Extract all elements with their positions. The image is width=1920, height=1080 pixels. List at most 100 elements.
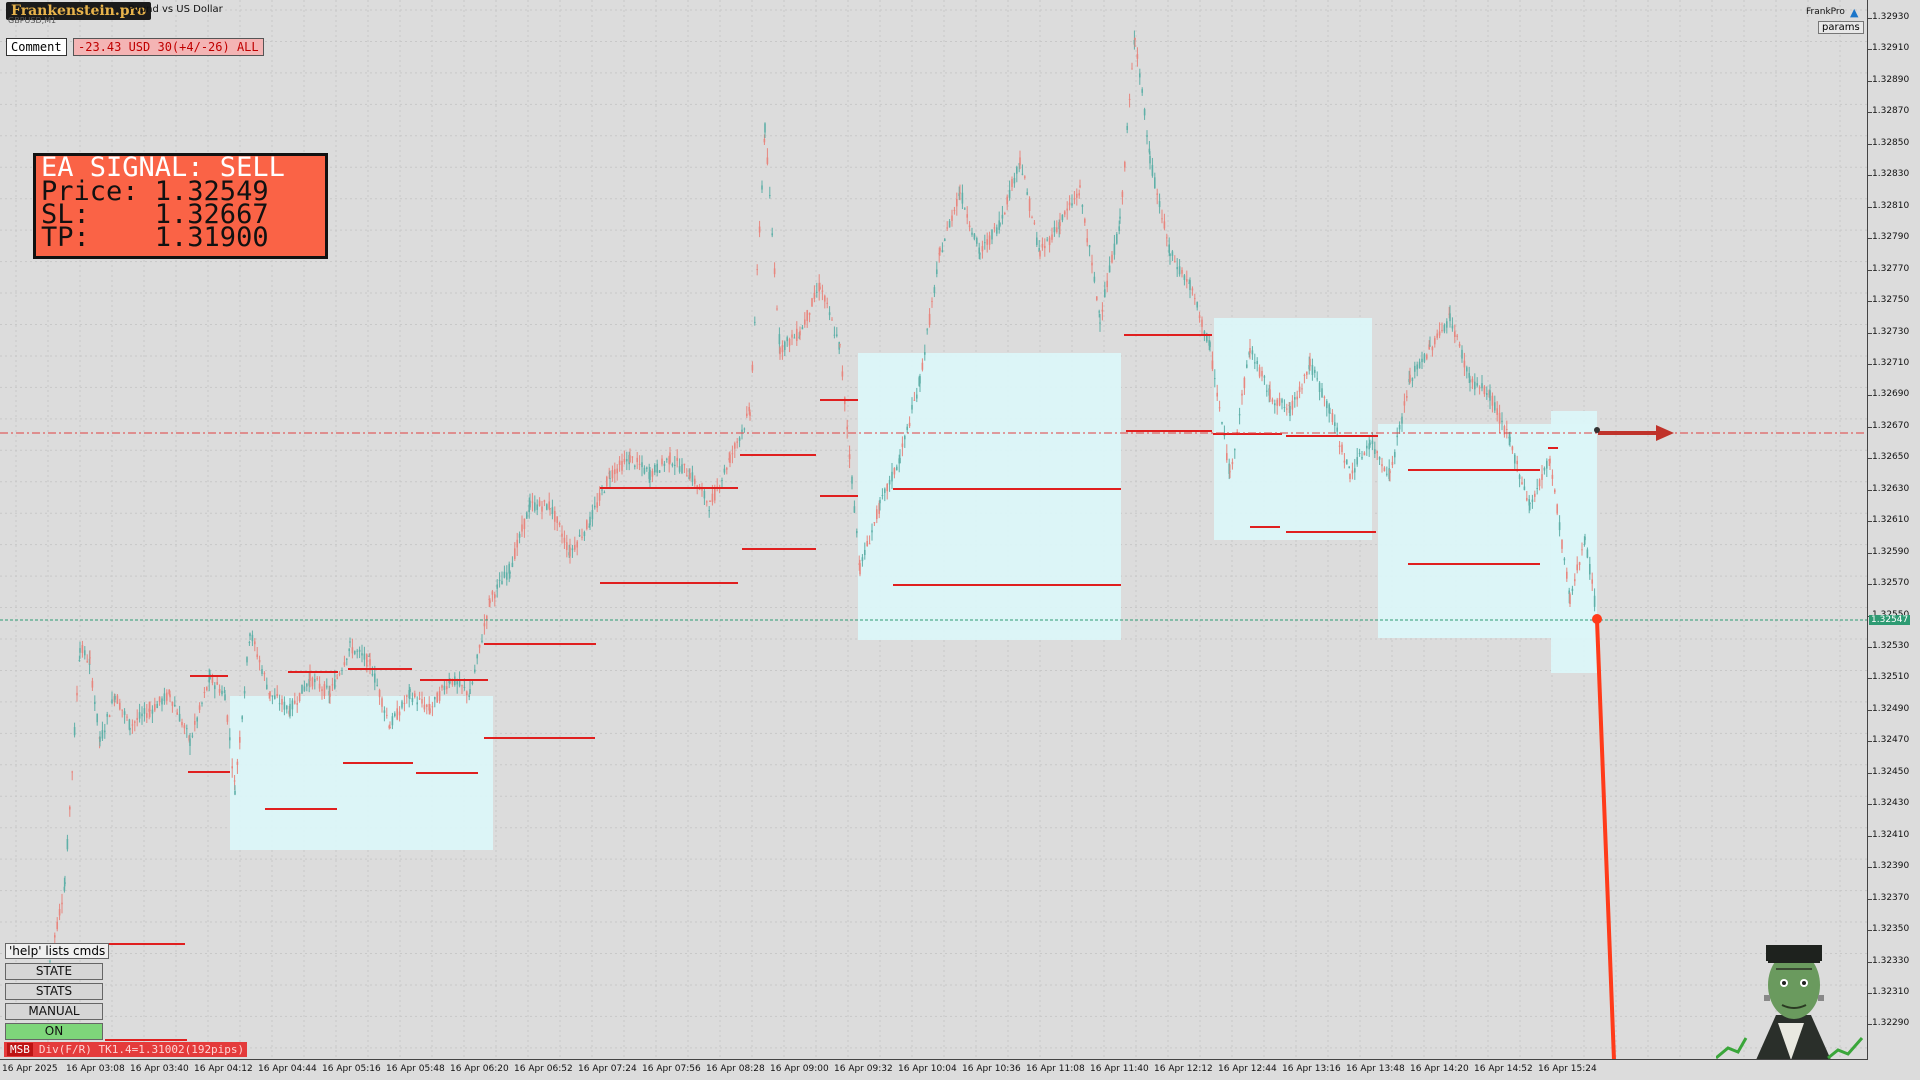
price-tick-mark (1868, 143, 1872, 145)
candle-body (1183, 275, 1186, 280)
candle-body (64, 882, 66, 884)
candle-body (111, 699, 113, 704)
candle-body (1371, 440, 1374, 444)
candle-body (71, 771, 73, 773)
on-toggle-button[interactable]: ON (5, 1023, 103, 1040)
price-tick-label: 1.32550 (1872, 610, 1909, 620)
candle-body (1449, 313, 1451, 322)
candle-body (1283, 406, 1286, 408)
candle-body (826, 302, 828, 304)
manual-button[interactable]: MANUAL (5, 1003, 103, 1020)
time-tick-label: 16 Apr 12:44 (1218, 1064, 1277, 1074)
candle-body (1301, 388, 1303, 390)
stats-button[interactable]: STATS (5, 983, 103, 1000)
candle-body (1141, 89, 1143, 93)
candle-body (856, 530, 858, 534)
params-button[interactable]: params (1818, 21, 1864, 34)
candle-body (901, 443, 904, 447)
candle-body (531, 501, 534, 503)
candle-body (1161, 218, 1163, 220)
candle-body (1469, 379, 1471, 383)
candle-body (1064, 211, 1066, 215)
candle-body (1423, 354, 1426, 362)
candle-body (1154, 177, 1156, 189)
candle-body (1271, 399, 1274, 402)
candle-body (761, 185, 763, 190)
time-tick-label: 16 Apr 04:44 (258, 1064, 317, 1074)
candle-body (1269, 389, 1271, 400)
candle-body (1421, 358, 1423, 363)
candle-body (1329, 412, 1331, 414)
candle-body (1541, 474, 1543, 480)
candle-body (401, 701, 403, 708)
time-tick-label: 16 Apr 2025 (2, 1064, 58, 1074)
price-tick-label: 1.32790 (1872, 232, 1910, 243)
candle-body (136, 717, 138, 720)
candle-body (128, 719, 131, 730)
candle-body (791, 334, 793, 338)
price-tick-mark (1868, 584, 1872, 586)
price-axis[interactable]: 1.32930 1.32910 1.32890 1.32870 1.32850 1.328… (1868, 0, 1920, 1060)
time-tick-label: 16 Apr 03:08 (66, 1064, 125, 1074)
price-tick-mark (1868, 804, 1872, 806)
candle-body (1236, 431, 1238, 433)
candle-body (296, 703, 298, 705)
candle-body (669, 452, 671, 463)
supply-demand-zone (1214, 318, 1372, 540)
candle-body (231, 766, 233, 769)
candle-body (1266, 390, 1268, 392)
candle-body (938, 253, 940, 255)
candle-body (868, 543, 871, 545)
candle-body (618, 460, 621, 465)
chart-area[interactable]: Frankenstein.pro Pound vs US Dollar GBPU… (0, 0, 1868, 1060)
candle-body (1321, 388, 1323, 398)
graduation-cap-icon[interactable]: ▲ (1850, 6, 1859, 19)
candle-body (436, 692, 438, 703)
candle-body (1091, 262, 1093, 266)
candle-body (511, 562, 514, 567)
price-tick-label: 1.32310 (1872, 986, 1910, 997)
candle-body (263, 673, 266, 675)
candle-body (1346, 459, 1348, 465)
comment-button[interactable]: Comment (6, 38, 67, 56)
price-chart[interactable] (0, 0, 1868, 1060)
state-button[interactable]: STATE (5, 963, 103, 980)
candle-body (611, 470, 614, 479)
candle-body (76, 692, 78, 696)
price-tick-mark (1868, 898, 1872, 900)
candle-body (528, 504, 530, 513)
candle-body (241, 716, 243, 720)
candle-body (1028, 198, 1031, 211)
candle-body (1148, 148, 1151, 153)
time-axis[interactable]: 16 Apr 2025 16 Apr 03:08 16 Apr 03:40 16 Ap… (0, 1060, 1868, 1080)
price-tick-mark (1868, 332, 1872, 334)
time-tick-label: 16 Apr 14:52 (1474, 1064, 1533, 1074)
candle-body (781, 345, 784, 353)
ea-signal-panel: EA SIGNAL: SELL Price: 1.32549 SL: 1.326… (33, 153, 328, 259)
candle-body (451, 678, 454, 685)
candle-body (1006, 196, 1008, 205)
candle-body (701, 488, 703, 491)
candle-body (563, 537, 566, 543)
candle-body (243, 690, 246, 694)
candle-body (743, 428, 746, 430)
price-tick-mark (1868, 269, 1872, 271)
candle-body (636, 457, 638, 463)
candle-body (1061, 214, 1064, 221)
candle-body (1431, 346, 1434, 351)
candle-body (1391, 461, 1394, 466)
price-tick-label: 1.32430 (1872, 798, 1910, 809)
candle-body (1048, 237, 1051, 246)
candle-body (589, 516, 591, 526)
candle-body (543, 500, 546, 502)
price-tick-mark (1868, 238, 1872, 240)
candle-body (623, 458, 626, 463)
candle-body (614, 469, 616, 475)
candle-body (381, 698, 383, 707)
candle-body (79, 648, 81, 653)
time-tick-label: 16 Apr 03:40 (130, 1064, 189, 1074)
candle-body (348, 648, 350, 652)
price-tick-label: 1.32590 (1872, 546, 1910, 557)
candle-body (271, 695, 274, 697)
candle-body (189, 738, 191, 746)
